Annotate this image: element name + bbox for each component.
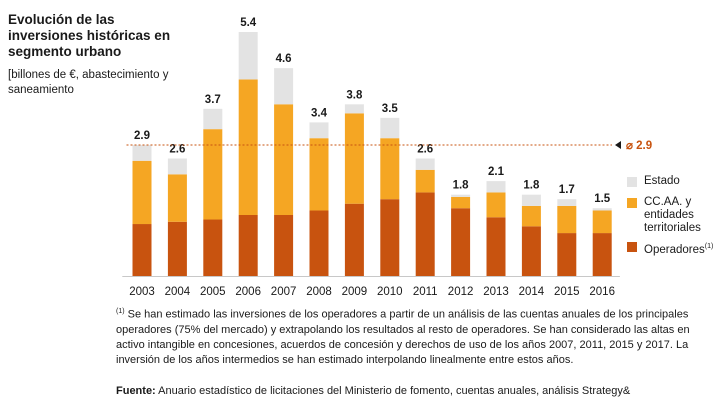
bar-segment-2016-ccaa — [592, 210, 612, 234]
legend-item-estado: Estado — [627, 175, 680, 188]
bar-segment-2016-operadores — [592, 233, 612, 276]
chart-subtitle: [billones de €, abastecimiento y saneami… — [8, 69, 169, 96]
x-tick-label-2005: 2005 — [200, 286, 226, 298]
source-note: Fuente: Anuario estadístico de licitacio… — [116, 384, 716, 399]
x-tick-label-2006: 2006 — [235, 286, 261, 298]
bar-segment-2009-operadores — [344, 203, 364, 276]
stacked-bar-chart: 2.9 2003 2.6 2004 3.7 2005 5.4 2006 4.6 2007 3.4 20… — [122, 17, 652, 298]
bar-total-label-2004: 2.6 — [169, 144, 185, 156]
average-arrow-icon — [615, 140, 621, 149]
x-tick-label-2004: 2004 — [165, 286, 191, 298]
bar-total-label-2012: 1.8 — [453, 180, 470, 192]
bar-segment-2007-estado — [274, 68, 294, 105]
bar-total-label-2003: 2.9 — [134, 130, 150, 142]
legend-item-ccaa: CC.AA. y entidades territoriales — [627, 196, 701, 235]
bar-segment-2010-estado — [380, 117, 400, 139]
bar-segment-2007-ccaa — [274, 104, 294, 215]
bar-segment-2014-operadores — [521, 226, 541, 276]
bar-segment-2011-operadores — [415, 192, 435, 276]
bar-segment-2004-operadores — [167, 221, 187, 276]
bar-segment-2007-operadores — [274, 215, 294, 276]
footnote: (1) Se han estimado las inversiones de l… — [116, 304, 716, 368]
bar-segment-2013-ccaa — [486, 192, 506, 218]
bar-segment-2013-estado — [486, 181, 506, 193]
bar-segment-2014-ccaa — [521, 205, 541, 227]
bar-total-label-2005: 3.7 — [205, 94, 221, 106]
bar-segment-2016-estado — [592, 208, 612, 211]
legend-swatch-ccaa — [627, 198, 637, 208]
x-tick-label-2009: 2009 — [342, 286, 368, 298]
bar-segment-2008-estado — [309, 122, 329, 139]
bar-segment-2006-operadores — [238, 215, 258, 276]
bar-total-label-2007: 4.6 — [276, 53, 292, 65]
chart-title: Evolución de las inversiones históricas … — [8, 12, 171, 59]
x-tick-label-2007: 2007 — [271, 286, 297, 298]
legend-footnote-marker: (1) — [704, 243, 714, 250]
bar-segment-2015-ccaa — [557, 205, 577, 234]
x-tick-label-2013: 2013 — [483, 286, 509, 298]
bar-segment-2008-ccaa — [309, 138, 329, 211]
x-tick-label-2003: 2003 — [129, 286, 155, 298]
bar-segment-2008-operadores — [309, 210, 329, 276]
x-tick-label-2012: 2012 — [448, 286, 474, 298]
x-tick-label-2011: 2011 — [413, 286, 438, 298]
x-tick-label-2010: 2010 — [377, 286, 403, 298]
bar-segment-2004-estado — [167, 158, 187, 175]
bar-segment-2005-ccaa — [203, 129, 223, 220]
bar-segment-2004-ccaa — [167, 174, 187, 222]
bar-total-label-2013: 2.1 — [488, 166, 505, 178]
bar-segment-2010-operadores — [380, 199, 400, 276]
bar-segment-2015-operadores — [557, 233, 577, 276]
footnote-text: Se han estimado las inversiones de los o… — [116, 308, 690, 366]
bar-segment-2013-operadores — [486, 217, 506, 276]
bar-segment-2015-estado — [557, 199, 577, 206]
source-label: Fuente: — [116, 385, 156, 397]
bar-total-label-2011: 2.6 — [417, 144, 433, 156]
legend-swatch-operadores — [627, 242, 637, 252]
bar-segment-2003-operadores — [132, 224, 152, 276]
bar-total-label-2010: 3.5 — [382, 103, 399, 115]
x-tick-label-2008: 2008 — [306, 286, 332, 298]
legend-item-operadores: Operadores(1) — [627, 240, 713, 257]
bar-segment-2005-operadores — [203, 219, 223, 276]
bar-total-label-2015: 1.7 — [559, 184, 575, 196]
bar-segment-2012-ccaa — [451, 196, 471, 209]
bar-total-label-2006: 5.4 — [240, 17, 257, 29]
bar-total-label-2008: 3.4 — [311, 107, 328, 119]
bar-segment-2005-estado — [203, 108, 223, 130]
source-text: Anuario estadístico de licitaciones del … — [155, 385, 631, 397]
bar-segment-2011-ccaa — [415, 169, 435, 193]
legend-swatch-estado — [627, 177, 637, 187]
bar-segment-2012-operadores — [451, 208, 471, 276]
x-tick-label-2016: 2016 — [589, 286, 615, 298]
bar-segment-2012-estado — [451, 194, 471, 197]
bar-segment-2014-estado — [521, 194, 541, 206]
bar-total-label-2016: 1.5 — [594, 193, 611, 205]
bar-total-label-2009: 3.8 — [346, 89, 363, 101]
bar-segment-2011-estado — [415, 158, 435, 170]
x-tick-label-2014: 2014 — [519, 286, 545, 298]
bar-segment-2010-ccaa — [380, 138, 400, 200]
bar-segment-2003-estado — [132, 144, 152, 161]
bar-segment-2003-ccaa — [132, 160, 152, 225]
bar-segment-2006-estado — [238, 32, 258, 80]
x-tick-label-2015: 2015 — [554, 286, 580, 298]
bar-total-label-2014: 1.8 — [523, 180, 540, 192]
legend-label-ccaa: CC.AA. y entidades territoriales — [644, 196, 701, 234]
bar-segment-2006-ccaa — [238, 79, 258, 215]
average-label: ⌀ 2.9 — [626, 140, 652, 152]
bar-segment-2009-ccaa — [344, 113, 364, 204]
footnote-marker: (1) — [116, 308, 125, 315]
legend-label-operadores: Operadores — [644, 243, 705, 256]
legend-label-estado: Estado — [644, 175, 680, 187]
bar-segment-2009-estado — [344, 104, 364, 114]
